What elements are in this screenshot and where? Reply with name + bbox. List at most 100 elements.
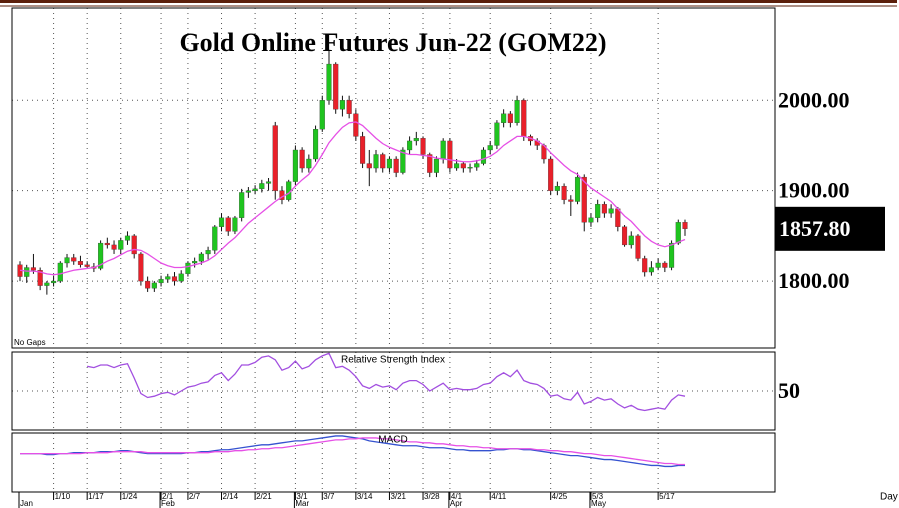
top-bar [0,0,897,3]
candle-body [648,267,654,273]
indicator-line [87,352,686,412]
candle-body [588,217,594,223]
candle-body [662,262,668,268]
candle-body [467,166,473,169]
month-label: Apr [450,499,463,508]
x-tick-label: 4/11 [491,492,507,501]
candle-body [628,235,634,246]
candle-body [64,257,70,264]
candle-body [581,176,587,223]
candle-body [212,226,218,251]
x-tick-label: 1/17 [88,492,104,501]
candle-body [635,235,641,259]
candle-body [232,217,238,232]
x-tick-label: 4/25 [552,492,568,501]
macd-panel-frame [11,432,776,493]
x-tick-label: 2/21 [256,492,272,501]
y-tick-label: 1800.00 [778,268,850,293]
macd-title: MACD [378,435,407,446]
chart-title: Gold Online Futures Jun-22 (GOM22) [179,28,606,57]
candle-body [507,113,513,123]
candle-body [30,267,36,271]
candle-body [24,267,30,277]
last-price-box [775,206,885,251]
x-tick-label: 3/21 [390,492,406,501]
candle-body [299,149,305,169]
month-label: May [591,499,606,508]
x-tick-label: 1/24 [122,492,138,501]
candle-body [104,242,110,246]
candle-body [554,185,560,191]
candle-body [440,140,446,160]
plot-layer [12,8,775,508]
candle-body [400,149,406,173]
x-tick-label: 2/14 [223,492,239,501]
price-panel-frame [11,7,776,349]
candle-body [259,183,265,190]
candle-body [655,262,661,268]
x-tick-label: 5/17 [659,492,675,501]
candle-body [265,181,272,184]
candle-body [433,158,440,173]
x-tick-label: 5/3 [592,492,604,501]
candle-body [474,163,480,168]
candle-body [346,100,352,114]
x-tick-label: 2/7 [189,492,201,501]
x-tick-label: 3/28 [424,492,440,501]
candle-body [252,188,258,191]
candle-body [98,242,104,269]
moving-average [19,121,686,276]
candle-body [71,257,77,262]
candle-body [386,158,392,169]
candle-body [245,190,251,193]
month-label: Jan [20,499,33,508]
candle-body [366,163,372,169]
candle-body [44,282,50,286]
candle-body [205,250,211,255]
candle-body [454,163,460,169]
candle-body [131,235,137,255]
x-tick-label: 3/7 [323,492,335,501]
candle-body [218,217,225,227]
candle-body [158,279,164,284]
x-tick-label: 4/1 [451,492,463,501]
candle-body [313,129,319,160]
candle-body [192,261,198,264]
note: No Gaps [14,338,46,347]
candle-body [124,235,131,241]
candle-body [151,282,157,289]
candle-body [198,253,204,262]
candle-body [333,63,339,110]
candle-body [682,222,688,229]
x-tick-label: 3/14 [357,492,373,501]
month-label: Mar [295,499,309,508]
candle-body [292,149,298,182]
candle-body [601,204,607,214]
y-tick-label: 1900.00 [778,178,850,203]
x-tick-label: 3/1 [296,492,308,501]
candle-body [37,270,43,286]
candle-body [77,261,84,265]
candle-body [138,253,144,282]
candle-body [501,113,507,123]
candle-body [568,199,574,202]
candle-body [675,222,681,244]
candle-body [178,273,184,282]
indicator-line [20,437,685,466]
rsi-title: Relative Strength Index [341,355,445,366]
candle-body [185,262,191,275]
candle-body [51,280,57,284]
candle-body [460,163,466,169]
x-axis-label: Day [880,492,898,503]
candle-body [339,100,345,110]
rsi-panel-frame [11,351,776,431]
x-tick-label: 1/10 [55,492,71,501]
candle-body [447,140,453,169]
candle-body [306,158,312,169]
candle-body [548,158,554,191]
candle-body [574,176,581,202]
candle-body [413,138,419,142]
candle-body [669,242,675,268]
candle-body [165,276,171,280]
candle-body [494,122,500,146]
